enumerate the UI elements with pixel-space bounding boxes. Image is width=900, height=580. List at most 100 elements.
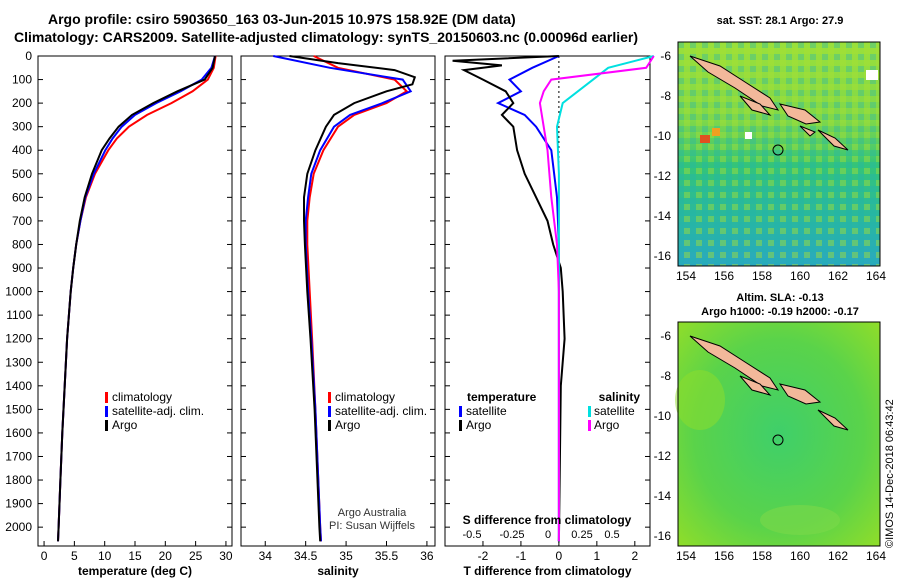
map-lon-label: 154 bbox=[676, 549, 696, 563]
depth-tick-label: 300 bbox=[12, 120, 32, 134]
legend-label: satellite bbox=[466, 404, 507, 418]
x-tick-label: 35.5 bbox=[375, 549, 399, 563]
secondary-x-tick-label: -0.5 bbox=[463, 529, 482, 541]
x-tick-label: -1 bbox=[516, 549, 527, 563]
island-shape bbox=[689, 55, 780, 111]
legend-swatch bbox=[459, 420, 462, 431]
sst-map-title: sat. SST: 28.1 Argo: 27.9 bbox=[717, 15, 844, 27]
legend-swatch bbox=[459, 406, 462, 417]
secondary-x-tick-label: -0.25 bbox=[499, 529, 524, 541]
x-axis-label: T difference from climatology bbox=[463, 564, 631, 578]
plot-frame bbox=[37, 55, 233, 547]
map-lon-label: 162 bbox=[828, 549, 848, 563]
map-lon-label: 158 bbox=[752, 269, 772, 283]
map-lat-label: -14 bbox=[654, 489, 672, 503]
map-lat-label: -8 bbox=[660, 89, 671, 103]
island-shape bbox=[778, 103, 822, 125]
legend-label: Argo bbox=[112, 418, 138, 432]
depth-tick-label: 1500 bbox=[5, 402, 32, 416]
x-tick-label: 0 bbox=[41, 549, 48, 563]
depth-tick-label: 1300 bbox=[5, 355, 32, 369]
map-lon-label: 162 bbox=[828, 269, 848, 283]
x-tick-label: 15 bbox=[128, 549, 142, 563]
legend-swatch bbox=[328, 392, 331, 403]
secondary-x-tick-label: 0.25 bbox=[571, 529, 592, 541]
map-lat-label: -16 bbox=[654, 249, 672, 263]
legend-label: climatology bbox=[112, 390, 172, 404]
depth-tick-label: 600 bbox=[12, 190, 32, 204]
legend-swatch bbox=[105, 392, 108, 403]
legend-label: satellite-adj. clim. bbox=[112, 404, 204, 418]
depth-tick-label: 500 bbox=[12, 167, 32, 181]
sla-map-title1: Altim. SLA: -0.13 bbox=[736, 292, 823, 304]
depth-tick-label: 1100 bbox=[6, 308, 32, 322]
island-shape bbox=[817, 129, 849, 151]
map-lon-label: 154 bbox=[676, 269, 696, 283]
legend-swatch bbox=[328, 406, 331, 417]
legend-label: Argo bbox=[466, 418, 492, 432]
depth-tick-label: 200 bbox=[12, 96, 32, 110]
map-lon-label: 164 bbox=[866, 269, 886, 283]
series-line-argo bbox=[289, 55, 417, 542]
island-shape bbox=[739, 375, 772, 396]
x-tick-label: 2 bbox=[631, 549, 638, 563]
depth-tick-label: 800 bbox=[12, 237, 32, 251]
legend-label: Argo bbox=[335, 418, 361, 432]
depth-tick-label: 1400 bbox=[5, 379, 32, 393]
depth-tick-label: 900 bbox=[12, 261, 32, 275]
x-tick-label: 35 bbox=[339, 549, 353, 563]
map-lat-label: -6 bbox=[660, 49, 671, 63]
x-tick-label: 34 bbox=[259, 549, 273, 563]
sst-map bbox=[677, 41, 881, 267]
series-line-temperature-argo bbox=[452, 55, 566, 542]
island-shape bbox=[689, 335, 780, 391]
header-line2: Climatology: CARS2009. Satellite-adjuste… bbox=[14, 29, 639, 45]
map-lat-label: -10 bbox=[654, 409, 672, 423]
header-line1: Argo profile: csiro 5903650_163 03-Jun-2… bbox=[48, 11, 516, 27]
x-tick-label: 0 bbox=[556, 549, 563, 563]
secondary-x-tick-label: 0.5 bbox=[604, 529, 619, 541]
map-lat-label: -8 bbox=[660, 369, 671, 383]
series-line-climatology bbox=[306, 55, 409, 542]
x-tick-label: 1 bbox=[594, 549, 601, 563]
island-shape bbox=[817, 409, 849, 431]
legend-label: Argo bbox=[594, 418, 620, 432]
island-shape bbox=[799, 125, 816, 137]
legend-label: satellite bbox=[594, 404, 635, 418]
depth-tick-label: 1800 bbox=[5, 473, 32, 487]
map-lon-label: 158 bbox=[752, 549, 772, 563]
x-axis-label: salinity bbox=[317, 564, 359, 578]
map-lat-label: -16 bbox=[654, 529, 672, 543]
series-line-satellite-adj-clim- bbox=[273, 55, 413, 542]
secondary-x-label: S difference from climatology bbox=[463, 513, 632, 527]
legend-swatch bbox=[105, 406, 108, 417]
x-tick-label: 34.5 bbox=[294, 549, 318, 563]
series-line-temperature-satellite bbox=[495, 55, 560, 542]
series-line-argo bbox=[57, 55, 216, 542]
legend-label: climatology bbox=[335, 390, 395, 404]
depth-tick-label: 1600 bbox=[5, 426, 32, 440]
x-tick-label: 30 bbox=[219, 549, 233, 563]
x-tick-label: -2 bbox=[478, 549, 489, 563]
legend-title-salinity: salinity bbox=[599, 390, 641, 404]
legend-swatch bbox=[105, 420, 108, 431]
argo-float-marker bbox=[772, 144, 784, 156]
x-tick-label: 10 bbox=[98, 549, 112, 563]
series-line-satellite-adj-clim- bbox=[57, 55, 216, 542]
legend-label: satellite-adj. clim. bbox=[335, 404, 427, 418]
imos-stamp: ©IMOS 14-Dec-2018 06:43:42 bbox=[884, 399, 896, 548]
island-shape bbox=[778, 383, 822, 405]
annotation-text: PI: Susan Wijffels bbox=[329, 520, 415, 532]
legend-swatch bbox=[588, 406, 591, 417]
map-lat-label: -12 bbox=[654, 449, 672, 463]
sla-map bbox=[675, 321, 881, 547]
map-lon-label: 160 bbox=[790, 549, 810, 563]
x-tick-label: 36 bbox=[420, 549, 434, 563]
map-lat-label: -12 bbox=[654, 169, 672, 183]
map-lon-label: 160 bbox=[790, 269, 810, 283]
map-lat-label: -6 bbox=[660, 329, 671, 343]
island-shape bbox=[739, 95, 772, 116]
depth-tick-label: 0 bbox=[25, 49, 32, 63]
depth-tick-label: 1900 bbox=[5, 497, 32, 511]
